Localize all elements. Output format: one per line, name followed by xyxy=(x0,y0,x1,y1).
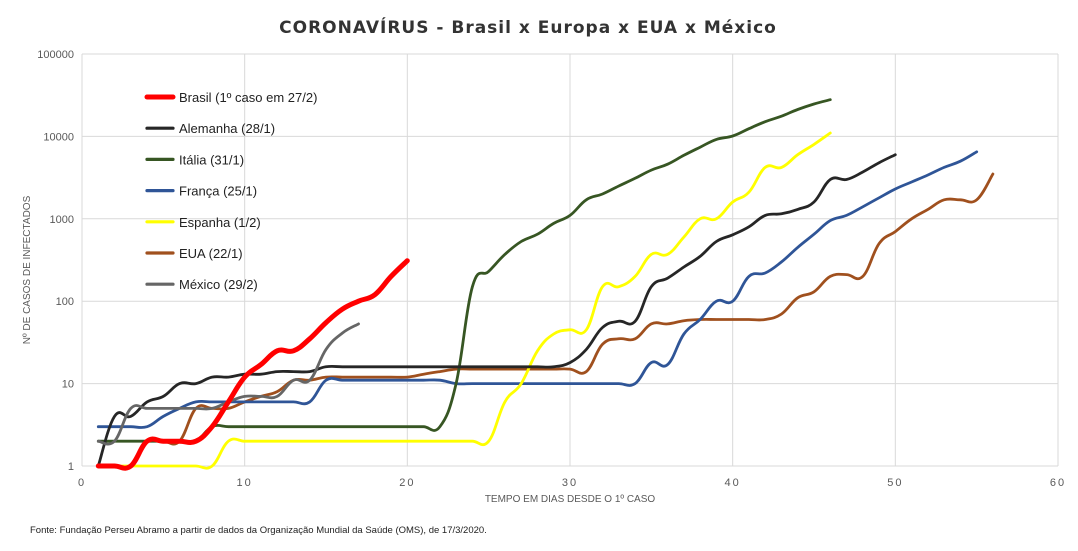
y-tick-label: 100000 xyxy=(37,49,74,61)
legend-label-alemanha: Alemanha (28/1) xyxy=(179,121,275,136)
legend-label-brasil: Brasil (1º caso em 27/2) xyxy=(179,90,317,105)
x-tick-label: 40 xyxy=(725,477,741,489)
source-note: Fonte: Fundação Perseu Abramo a partir d… xyxy=(30,525,487,536)
series-line-franca xyxy=(96,150,979,429)
chart-title: CORONAVÍRUS - Brasil x Europa x EUA x Mé… xyxy=(279,18,777,38)
y-tick-label: 100 xyxy=(56,296,74,308)
x-tick-label: 0 xyxy=(78,477,86,489)
x-tick-label: 30 xyxy=(562,477,578,489)
x-tick-label: 60 xyxy=(1050,477,1066,489)
x-tick-label: 50 xyxy=(887,477,903,489)
legend-label-italia: Itália (31/1) xyxy=(179,152,244,167)
y-tick-label: 1000 xyxy=(50,214,74,226)
series-line-brasil xyxy=(95,258,410,471)
series-lines xyxy=(95,98,995,471)
series-line-italia xyxy=(96,98,832,444)
x-axis-ticks: 0 10 20 30 40 50 60 xyxy=(78,477,1066,489)
y-tick-label: 1 xyxy=(68,461,74,473)
legend-label-eua: EUA (22/1) xyxy=(179,246,243,261)
legend-label-franca: França (25/1) xyxy=(179,184,257,199)
y-tick-label: 10 xyxy=(62,379,74,391)
legend-label-mexico: México (29/2) xyxy=(179,277,258,292)
x-tick-label: 20 xyxy=(399,477,415,489)
x-tick-label: 10 xyxy=(237,477,253,489)
y-axis-ticks: 1 10 100 1000 10000 100000 xyxy=(37,49,74,473)
y-axis-label: Nº DE CASOS DE INFECTADOS xyxy=(22,195,33,344)
series-line-alemanha xyxy=(96,153,897,468)
legend: Brasil (1º caso em 27/2) Alemanha (28/1) I… xyxy=(144,90,317,292)
x-axis-label: TEMPO EM DIAS DESDE O 1º CASO xyxy=(485,494,656,505)
legend-label-espanha: Espanha (1/2) xyxy=(179,215,261,230)
y-tick-label: 10000 xyxy=(43,131,74,143)
series-line-espanha xyxy=(96,131,832,470)
